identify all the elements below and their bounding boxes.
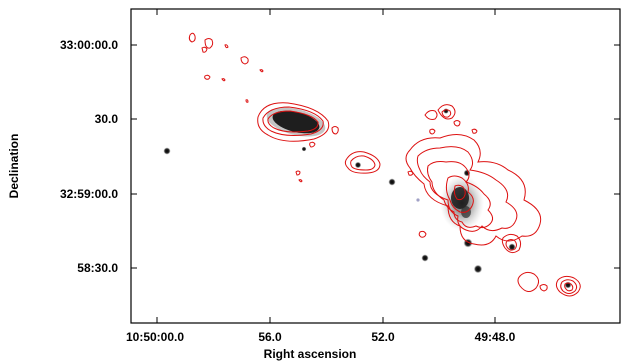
x-tick-label: 10:50:00.0 [126, 330, 184, 344]
x-tick-label: 52.0 [371, 330, 395, 344]
plot-frame [130, 8, 621, 324]
elongated-galaxy [272, 110, 320, 134]
y-tick-label: 32:59:00.0 [60, 187, 118, 201]
optical-sources [163, 107, 572, 289]
x-axis-title: Right ascension [264, 347, 357, 361]
x-axis-ticks [156, 9, 496, 323]
y-tick-label: 30.0 [95, 112, 119, 126]
radio-contours [188, 32, 581, 297]
point-source [388, 178, 396, 186]
x-tick-label: 49:48.0 [475, 330, 516, 344]
x-tick-label: 56.0 [258, 330, 282, 344]
y-tick-label: 33:00:00.0 [60, 38, 118, 52]
y-axis-title: Declination [7, 134, 21, 199]
y-tick-label: 58:30.0 [77, 261, 118, 275]
point-source [473, 264, 483, 274]
point-source [421, 254, 429, 262]
galaxy-core [451, 187, 469, 209]
point-source [163, 147, 171, 155]
y-axis-ticks [131, 44, 620, 269]
point-source [301, 146, 307, 152]
point-source [354, 161, 362, 169]
point-source [508, 243, 516, 251]
